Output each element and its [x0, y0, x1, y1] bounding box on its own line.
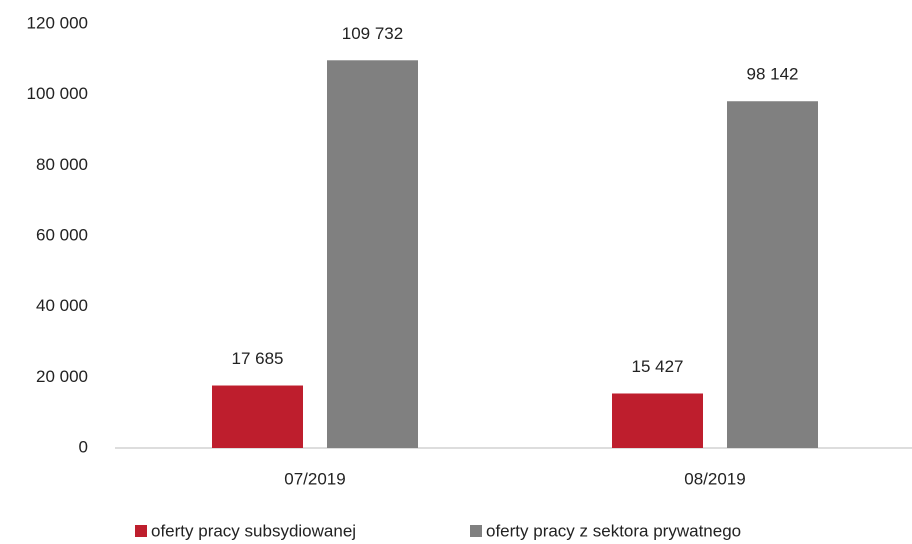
y-tick-label: 0: [79, 437, 88, 456]
y-tick-label: 60 000: [36, 225, 88, 244]
value-label: 98 142: [747, 65, 799, 84]
y-tick-label: 20 000: [36, 367, 88, 386]
bar: [327, 60, 418, 448]
legend-label: oferty pracy subsydiowanej: [151, 521, 356, 540]
x-tick-label: 07/2019: [284, 469, 345, 488]
y-tick-label: 80 000: [36, 155, 88, 174]
value-label: 109 732: [342, 24, 403, 43]
value-label: 17 685: [232, 349, 284, 368]
bar: [612, 393, 703, 448]
bar: [212, 385, 303, 448]
legend-label: oferty pracy z sektora prywatnego: [486, 521, 741, 540]
legend-swatch: [135, 525, 147, 537]
y-tick-label: 100 000: [27, 84, 88, 103]
y-tick-label: 40 000: [36, 296, 88, 315]
y-tick-label: 120 000: [27, 13, 88, 32]
legend-swatch: [470, 525, 482, 537]
x-tick-label: 08/2019: [684, 469, 745, 488]
value-label: 15 427: [632, 357, 684, 376]
bar: [727, 101, 818, 448]
